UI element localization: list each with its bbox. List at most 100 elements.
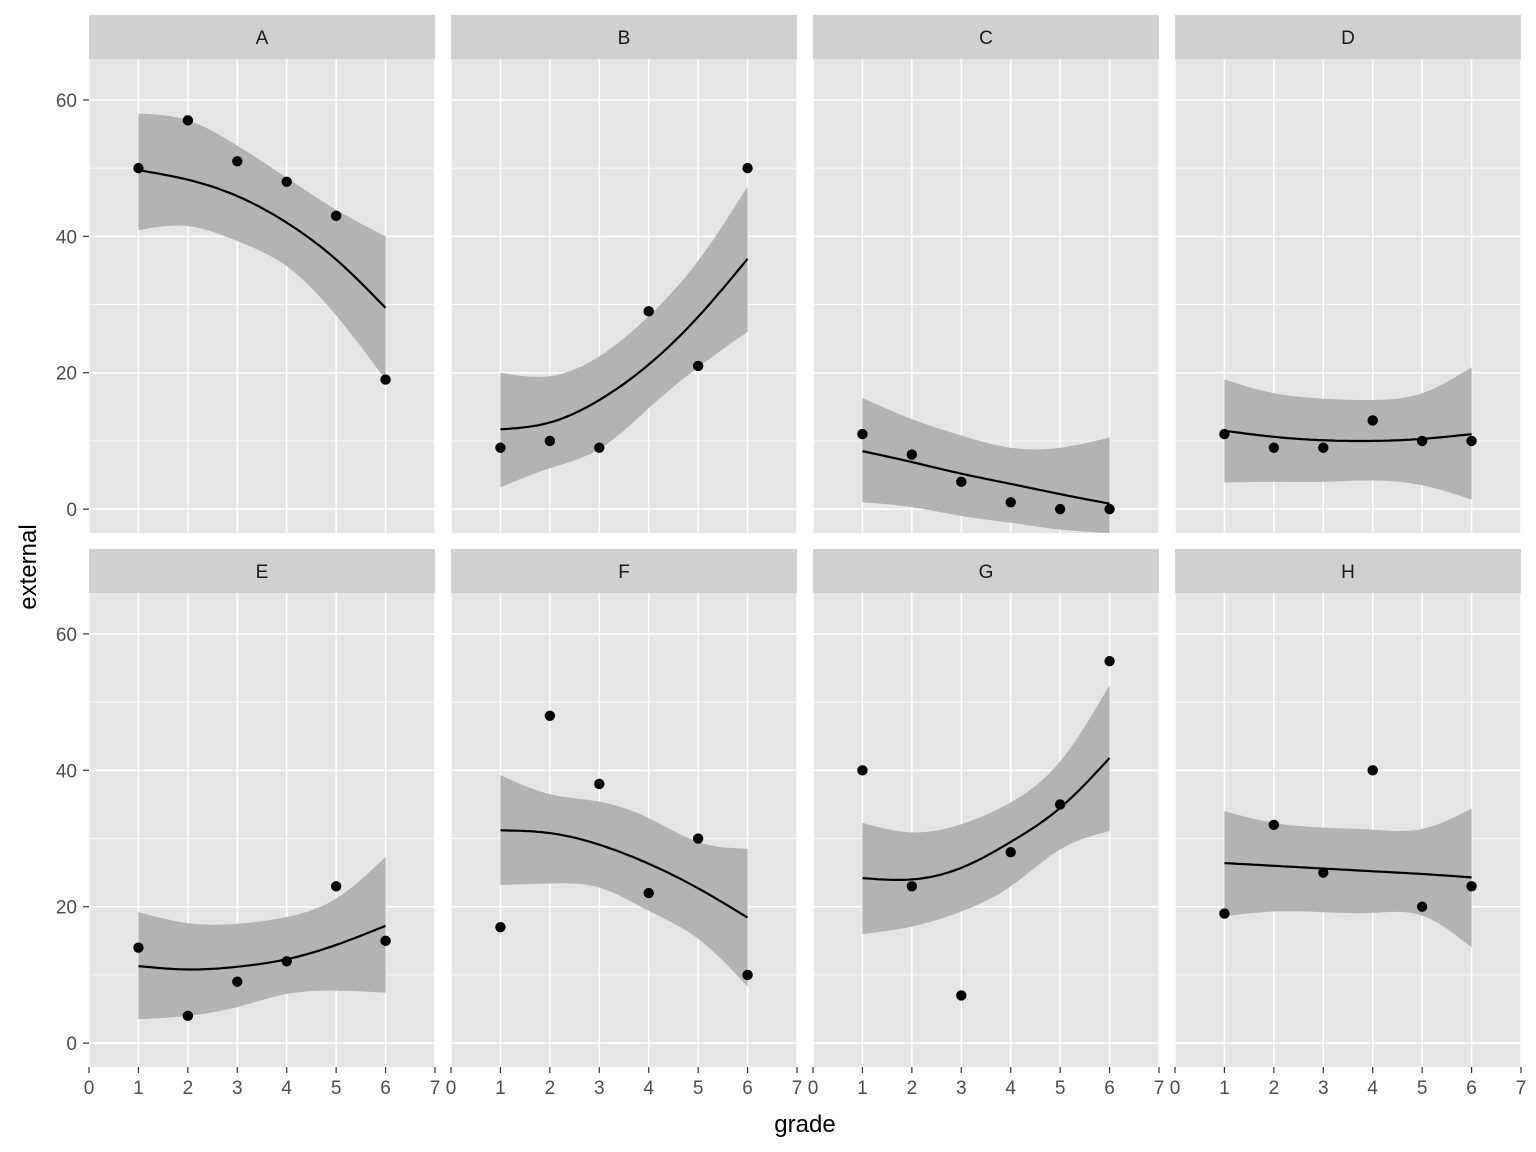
fit-line: [1224, 429, 1472, 443]
facet-plot-area: [1224, 367, 1472, 500]
facet-strip: [451, 15, 797, 59]
data-point: [643, 887, 654, 899]
x-tick-label: 4: [1005, 1078, 1016, 1099]
facet-strip: [451, 549, 797, 593]
facet-panel-a: A: [88, 15, 436, 533]
confidence-band: [138, 856, 386, 1020]
y-axis-title: external: [15, 524, 42, 609]
fit-line: [500, 258, 749, 431]
data-point: [956, 476, 967, 488]
data-point: [380, 935, 391, 947]
facet-panel-h: H: [1174, 549, 1522, 1067]
fit-line: [1224, 862, 1472, 879]
facet-strip: [89, 15, 435, 59]
x-axis-title: grade: [774, 1111, 835, 1138]
x-tick-label: 0: [84, 1078, 95, 1099]
confidence-band: [500, 775, 748, 987]
data-point: [182, 1010, 194, 1022]
data-point: [1416, 901, 1428, 912]
x-tick-label: 1: [1219, 1078, 1230, 1099]
data-point: [232, 976, 243, 987]
x-tick-label: 6: [1104, 1078, 1115, 1099]
data-point: [1466, 435, 1477, 447]
data-point: [1318, 867, 1329, 878]
facet-strip-label: D: [1341, 28, 1355, 49]
x-tick-label: 4: [1367, 1078, 1378, 1099]
x-tick-label: 1: [133, 1078, 144, 1099]
data-point: [1054, 799, 1066, 810]
data-point: [742, 162, 753, 174]
x-tick-label: 0: [446, 1078, 457, 1099]
x-tick-label: 3: [232, 1078, 243, 1099]
data-point: [1367, 765, 1378, 776]
confidence-band: [138, 113, 386, 380]
data-point: [857, 428, 868, 440]
data-point: [594, 442, 605, 453]
x-tick-label: 4: [281, 1078, 292, 1099]
facet-plot-area: [138, 113, 387, 380]
data-point: [1268, 819, 1280, 831]
fit-line: [862, 757, 1111, 881]
data-point: [742, 969, 753, 981]
data-point: [1005, 497, 1016, 508]
facet-panel-g: G: [812, 549, 1160, 1067]
facet-plot-area: [500, 186, 749, 488]
x-tick-label: 3: [1318, 1078, 1329, 1099]
x-tick-label: 2: [545, 1078, 556, 1099]
y-tick-label: 20: [56, 898, 77, 919]
data-point: [133, 162, 144, 174]
facet-strip-label: F: [618, 562, 630, 583]
data-point: [544, 710, 556, 721]
facet-panel-b: B: [450, 15, 798, 533]
fit-line: [500, 829, 749, 919]
data-point: [495, 921, 506, 933]
data-point: [906, 881, 918, 892]
facet-panel-d: D: [1174, 15, 1522, 533]
y-tick-label: 0: [66, 1034, 77, 1055]
data-point: [1219, 908, 1230, 919]
x-tick-label: 6: [1466, 1078, 1477, 1099]
x-tick-label: 2: [183, 1078, 194, 1099]
data-point: [330, 881, 342, 892]
x-tick-label: 6: [742, 1078, 753, 1099]
facet-strip: [813, 15, 1159, 59]
facet-strip-label: B: [618, 28, 631, 49]
confidence-band: [1224, 808, 1472, 948]
data-point: [544, 435, 556, 447]
data-point: [182, 115, 194, 126]
facet-plot-area: [862, 398, 1110, 533]
data-point: [1054, 503, 1066, 515]
facet-plot-area: [862, 685, 1111, 934]
x-tick-label: 4: [643, 1078, 654, 1099]
facet-strip: [89, 549, 435, 593]
x-tick-label: 5: [1417, 1078, 1428, 1099]
data-point: [232, 156, 243, 167]
confidence-band: [862, 685, 1110, 934]
data-point: [906, 449, 918, 460]
facet-panel-e: E: [88, 549, 436, 1067]
facet-strip-label: G: [979, 562, 994, 583]
facet-panel-f: F: [450, 549, 798, 1067]
data-point: [1318, 442, 1329, 453]
y-tick-label: 40: [56, 227, 77, 248]
y-tick-label: 20: [56, 364, 77, 385]
data-point: [1104, 503, 1115, 515]
y-tick-label: 40: [56, 761, 77, 782]
data-point: [956, 990, 967, 1001]
facet-strip: [813, 549, 1159, 593]
facet-strip-label: E: [256, 562, 269, 583]
data-point: [133, 942, 144, 953]
x-tick-label: 2: [1269, 1078, 1280, 1099]
x-tick-label: 2: [907, 1078, 918, 1099]
data-point: [692, 833, 704, 844]
x-tick-label: 0: [808, 1078, 819, 1099]
data-point: [380, 374, 391, 385]
data-point: [692, 360, 704, 372]
x-tick-label: 5: [693, 1078, 704, 1099]
data-point: [281, 956, 292, 967]
x-tick-label: 3: [594, 1078, 605, 1099]
x-tick-label: 5: [331, 1078, 342, 1099]
facet-strip-label: C: [979, 28, 993, 49]
fit-line: [138, 924, 387, 971]
